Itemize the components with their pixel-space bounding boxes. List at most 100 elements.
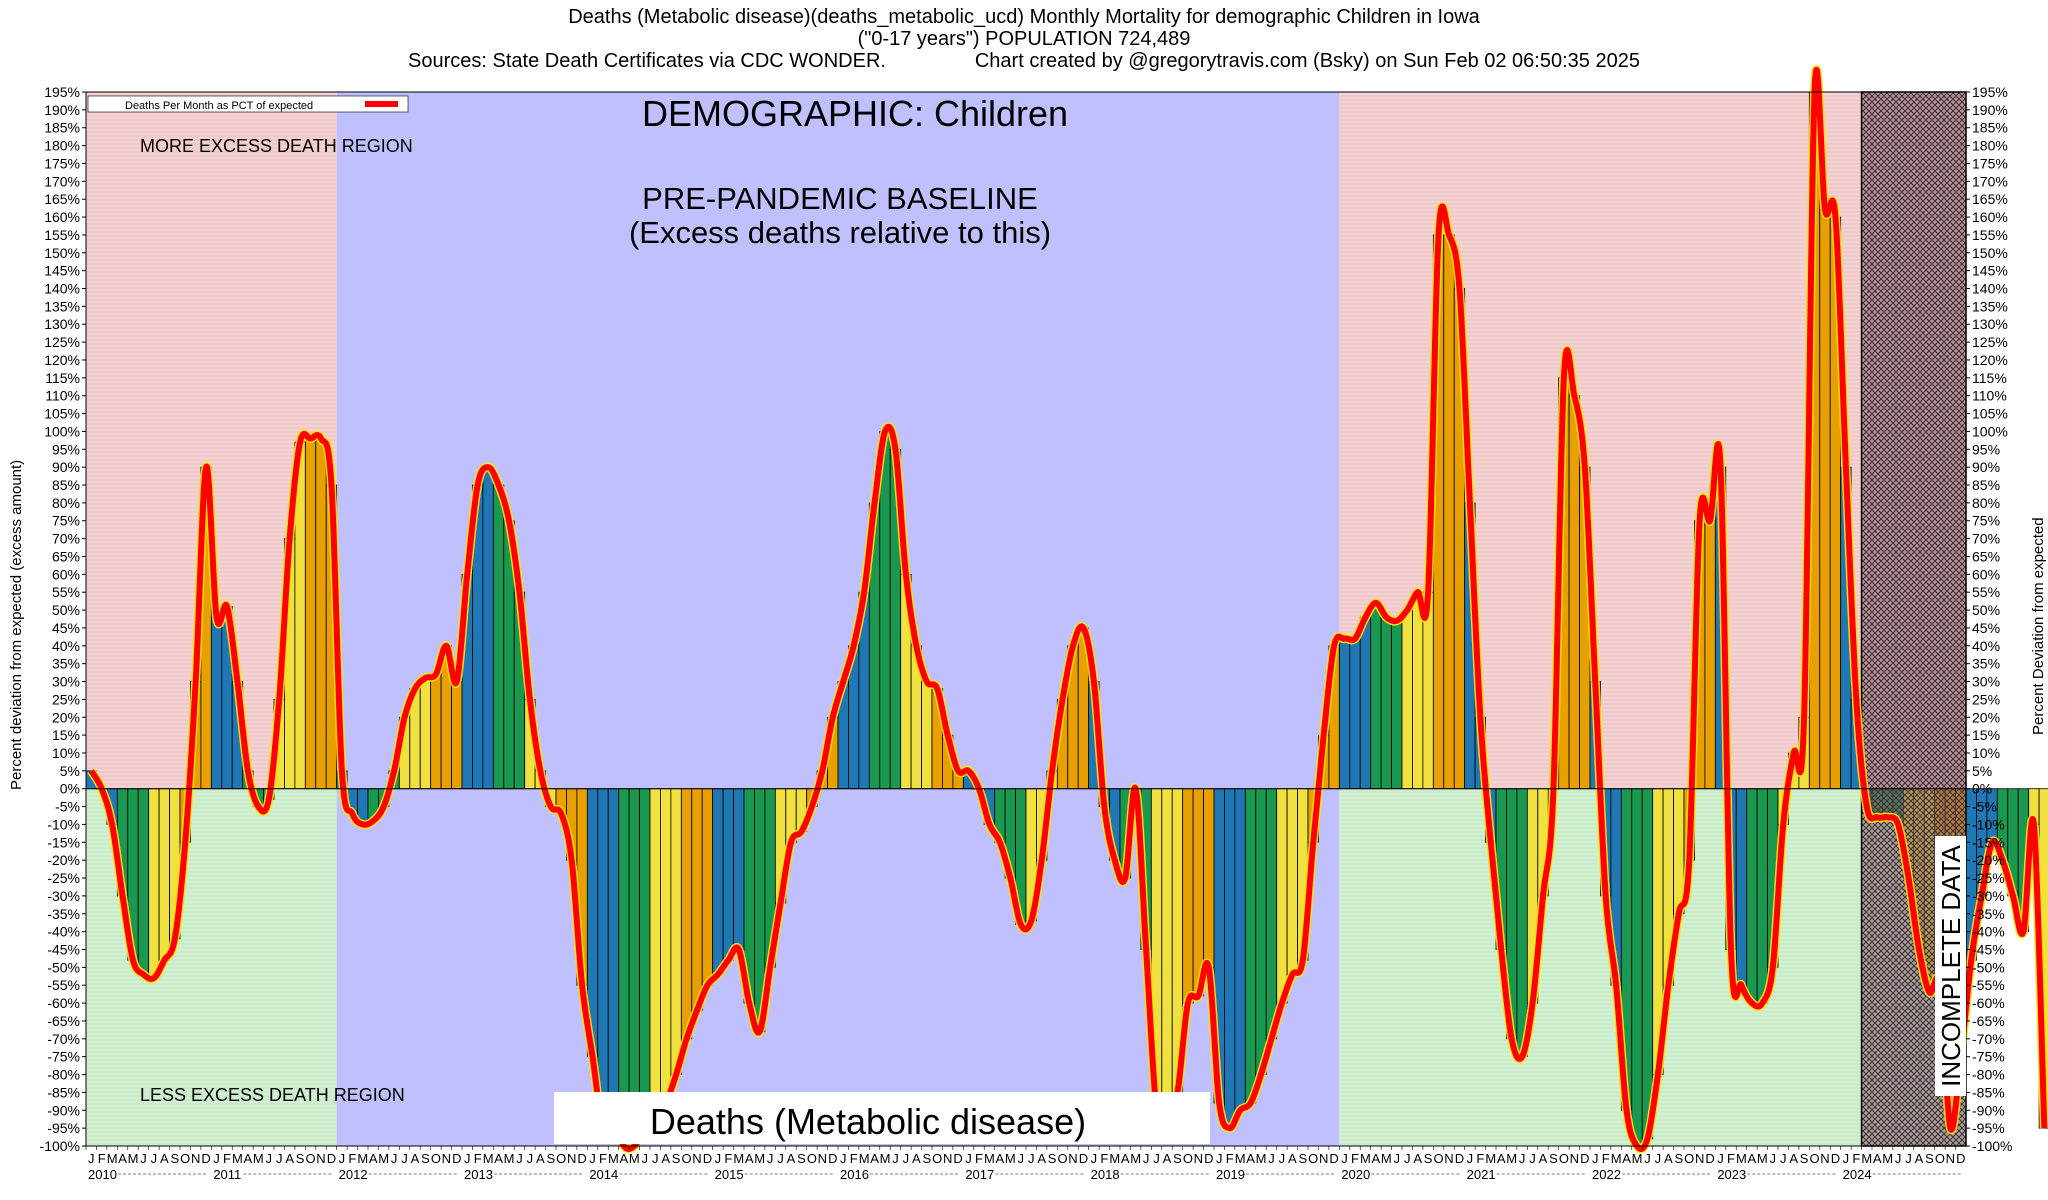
x-tick-month: O	[556, 1151, 566, 1166]
bar	[1203, 788, 1215, 968]
x-tick-year: 2012	[339, 1167, 368, 1182]
bottom-label-box	[554, 1092, 1210, 1144]
x-tick-month: M	[859, 1151, 870, 1166]
y-tick-label-right: 175%	[1972, 155, 2008, 171]
bar	[1265, 788, 1278, 1040]
y-tick-label-right: 20%	[1972, 709, 2000, 725]
x-tick-month: S	[797, 1151, 806, 1166]
y-tick-label-left: 115%	[45, 370, 80, 386]
x-tick-month: A	[1372, 1151, 1381, 1166]
x-tick-year: 2010	[88, 1167, 117, 1182]
x-tick-month: F	[724, 1151, 732, 1166]
x-tick-month: S	[170, 1151, 179, 1166]
bar	[1338, 638, 1351, 790]
bar	[1244, 788, 1257, 1104]
x-tick-month: M	[357, 1151, 368, 1166]
x-tick-month: A	[244, 1151, 253, 1166]
bar	[712, 788, 724, 975]
x-tick-month: N	[692, 1151, 701, 1166]
y-tick-label-left: 5%	[60, 763, 80, 779]
x-tick-month: J	[1519, 1151, 1526, 1166]
x-tick-month: J	[1394, 1151, 1401, 1166]
y-tick-label-right: 115%	[1972, 370, 2007, 386]
x-tick-month: J	[767, 1151, 774, 1166]
x-tick-month: S	[1298, 1151, 1307, 1166]
x-tick-month: D	[1580, 1151, 1589, 1166]
y-tick-label-right: 0%	[1972, 781, 1992, 797]
x-tick-month: J	[1018, 1151, 1025, 1166]
x-tick-month: M	[1005, 1151, 1016, 1166]
x-tick-month: J	[965, 1151, 972, 1166]
x-tick-month: N	[191, 1151, 200, 1166]
y-tick-label-right: 150%	[1972, 245, 2008, 261]
bar	[148, 788, 160, 979]
title-line-2: ("0-17 years") POPULATION 724,489	[857, 28, 1191, 50]
bar	[137, 788, 150, 975]
x-tick-month: A	[1789, 1151, 1798, 1166]
x-tick-month: A	[870, 1151, 879, 1166]
x-tick-month: M	[754, 1151, 765, 1166]
y-tick-label-left: 90%	[52, 459, 80, 475]
x-tick-year: 2021	[1467, 1167, 1496, 1182]
x-tick-month: M	[504, 1151, 515, 1166]
y-tick-label-left: 185%	[44, 120, 80, 136]
x-tick-month: A	[996, 1151, 1005, 1166]
y-tick-label-right: 75%	[1972, 513, 2000, 529]
x-tick-month: S	[1048, 1151, 1057, 1166]
x-tick-year: 2024	[1843, 1167, 1872, 1182]
x-tick-month: N	[1319, 1151, 1328, 1166]
x-tick-month: J	[1780, 1151, 1787, 1166]
y-tick-label-right: 60%	[1972, 566, 2000, 582]
more-excess-region-label: MORE EXCESS DEATH REGION	[140, 136, 413, 156]
y-tick-label-right: 180%	[1972, 138, 2008, 154]
y-tick-label-right: 10%	[1972, 745, 2000, 761]
y-tick-label-left: -5%	[55, 799, 80, 815]
y-tick-label-right: -30%	[1972, 888, 2005, 904]
bar	[660, 788, 672, 1104]
y-tick-label-right: 105%	[1972, 406, 2008, 422]
bar	[649, 788, 661, 1111]
title-line-3: Sources: State Death Certificates via CD…	[408, 50, 1640, 72]
x-tick-month: M	[107, 1151, 118, 1166]
x-tick-month: D	[703, 1151, 712, 1166]
bar	[1641, 788, 1654, 1140]
x-tick-month: D	[1455, 1151, 1464, 1166]
y-tick-label-left: 150%	[44, 245, 80, 261]
y-tick-label-left: 100%	[44, 423, 80, 439]
y-tick-label-left: 65%	[52, 548, 80, 564]
x-tick-month: F	[1602, 1151, 1610, 1166]
y-tick-label-left: 120%	[44, 352, 80, 368]
x-tick-month: A	[1288, 1151, 1297, 1166]
x-tick-month: A	[494, 1151, 503, 1166]
bar	[1370, 602, 1382, 790]
bar	[430, 673, 442, 790]
y-tick-label-left: 35%	[52, 656, 80, 672]
y-tick-label-left: -45%	[47, 941, 80, 957]
x-tick-month: D	[828, 1151, 837, 1166]
y-tick-label-right: 70%	[1972, 531, 2000, 547]
x-tick-month: J	[339, 1151, 346, 1166]
y-tick-label-left: -65%	[47, 1013, 80, 1029]
x-tick-month: J	[777, 1151, 784, 1166]
x-tick-month: J	[401, 1151, 408, 1166]
x-tick-month: M	[483, 1151, 494, 1166]
x-tick-month: D	[1705, 1151, 1714, 1166]
x-tick-month: O	[431, 1151, 441, 1166]
x-tick-month: M	[128, 1151, 139, 1166]
y-tick-label-right: 50%	[1972, 602, 2000, 618]
x-tick-month: F	[223, 1151, 231, 1166]
x-tick-month: J	[140, 1151, 147, 1166]
x-tick-month: A	[661, 1151, 670, 1166]
y-tick-label-left: -40%	[47, 924, 80, 940]
x-tick-month: O	[932, 1151, 942, 1166]
bar	[1380, 616, 1392, 790]
x-tick-month: N	[1444, 1151, 1453, 1166]
y-tick-label-right: 125%	[1972, 334, 2008, 350]
y-tick-label-right: 85%	[1972, 477, 2000, 493]
x-tick-month: O	[1809, 1151, 1819, 1166]
y-tick-label-right: -25%	[1972, 870, 2005, 886]
bar	[451, 681, 463, 790]
y-tick-label-right: -55%	[1972, 977, 2005, 993]
y-tick-label-left: 145%	[44, 263, 80, 279]
